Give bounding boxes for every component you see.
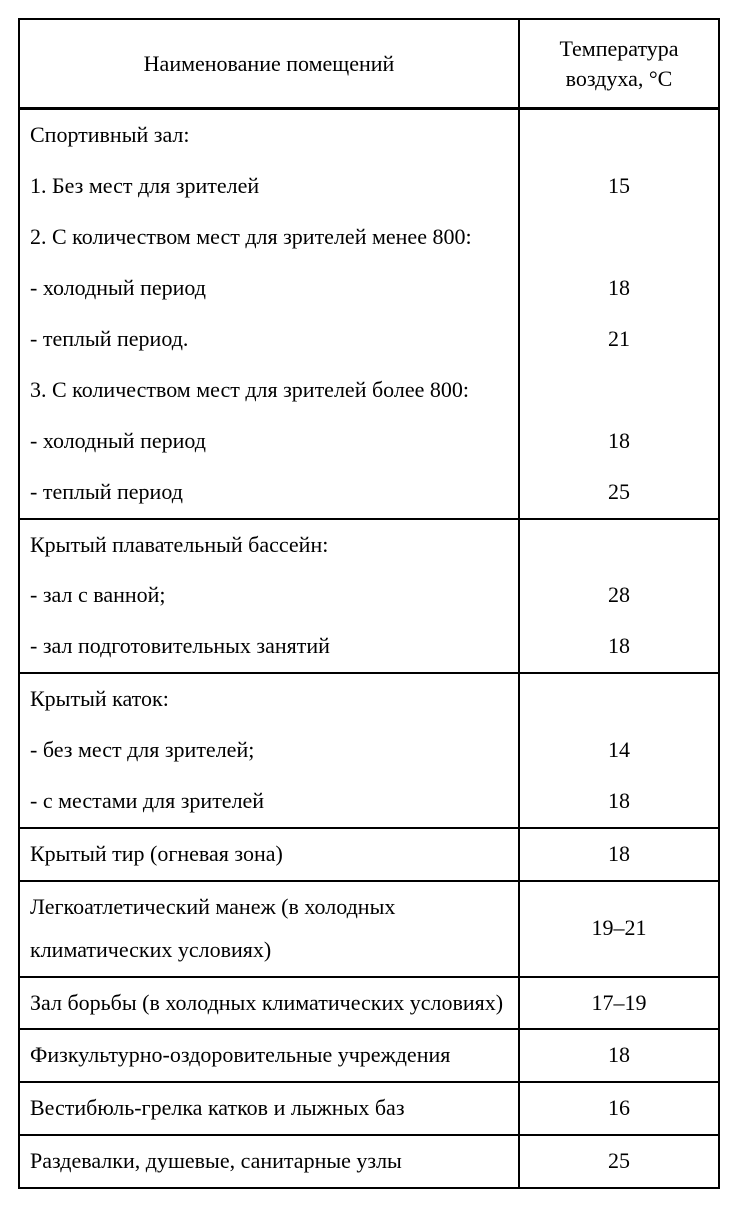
- table-row: - холодный период18: [19, 263, 719, 314]
- cell-name: Раздевалки, душевые, санитарные узлы: [19, 1135, 519, 1188]
- cell-temp: 21: [519, 314, 719, 365]
- table-row: Крытый каток:: [19, 673, 719, 725]
- cell-temp: 16: [519, 1082, 719, 1135]
- table-row: - теплый период.21: [19, 314, 719, 365]
- table-row: Вестибюль-грелка катков и лыжных баз16: [19, 1082, 719, 1135]
- cell-name: 2. С количеством мест для зрителей менее…: [19, 212, 519, 263]
- table-row: Крытый плавательный бассейн:: [19, 519, 719, 571]
- table-row: Крытый тир (огневая зона)18: [19, 828, 719, 881]
- col-header-name: Наименование помещений: [19, 19, 519, 109]
- table-row: - с местами для зрителей18: [19, 776, 719, 828]
- cell-temp: [519, 519, 719, 571]
- cell-name: Вестибюль-грелка катков и лыжных баз: [19, 1082, 519, 1135]
- cell-name: Зал борьбы (в холодных климатических усл…: [19, 977, 519, 1030]
- cell-name: - теплый период.: [19, 314, 519, 365]
- cell-temp: 18: [519, 828, 719, 881]
- cell-name: - с местами для зрителей: [19, 776, 519, 828]
- cell-name: 3. С количеством мест для зрителей более…: [19, 365, 519, 416]
- cell-temp: 18: [519, 776, 719, 828]
- temperature-table: Наименование помещений Температура возду…: [18, 18, 720, 1189]
- table-row: Спортивный зал:: [19, 109, 719, 161]
- table-row: 1. Без мест для зрителей15: [19, 161, 719, 212]
- table-row: - зал подготовительных занятий18: [19, 621, 719, 673]
- cell-temp: 17–19: [519, 977, 719, 1030]
- cell-temp: 25: [519, 1135, 719, 1188]
- cell-temp: 28: [519, 570, 719, 621]
- table-header-row: Наименование помещений Температура возду…: [19, 19, 719, 109]
- cell-temp: 19–21: [519, 881, 719, 977]
- table-row: Зал борьбы (в холодных климатических усл…: [19, 977, 719, 1030]
- cell-name: Спортивный зал:: [19, 109, 519, 161]
- cell-name: Крытый плавательный бассейн:: [19, 519, 519, 571]
- table-body: Наименование помещений Температура возду…: [19, 19, 719, 1188]
- cell-temp: 14: [519, 725, 719, 776]
- cell-name: Легкоатлетический манеж (в холодных клим…: [19, 881, 519, 977]
- cell-temp: 18: [519, 416, 719, 467]
- table-row: - зал с ванной;28: [19, 570, 719, 621]
- cell-temp: [519, 673, 719, 725]
- cell-name: - холодный период: [19, 263, 519, 314]
- cell-name: 1. Без мест для зрителей: [19, 161, 519, 212]
- cell-name: Крытый тир (огневая зона): [19, 828, 519, 881]
- cell-name: Крытый каток:: [19, 673, 519, 725]
- cell-name: - зал подготовительных занятий: [19, 621, 519, 673]
- cell-name: Физкультурно-оздоровительные учреждения: [19, 1029, 519, 1082]
- cell-temp: 15: [519, 161, 719, 212]
- table-row: Легкоатлетический манеж (в холодных клим…: [19, 881, 719, 977]
- cell-name: - холодный период: [19, 416, 519, 467]
- table-row: 3. С количеством мест для зрителей более…: [19, 365, 719, 416]
- cell-name: - зал с ванной;: [19, 570, 519, 621]
- table-row: - без мест для зрителей;14: [19, 725, 719, 776]
- cell-temp: 25: [519, 467, 719, 519]
- table-row: - теплый период25: [19, 467, 719, 519]
- col-header-temp: Температура воздуха, °С: [519, 19, 719, 109]
- page: { "table": { "type": "table", "columns":…: [0, 0, 736, 1207]
- cell-name: - без мест для зрителей;: [19, 725, 519, 776]
- cell-name: - теплый период: [19, 467, 519, 519]
- cell-temp: [519, 365, 719, 416]
- table-row: 2. С количеством мест для зрителей менее…: [19, 212, 719, 263]
- cell-temp: 18: [519, 263, 719, 314]
- table-row: - холодный период18: [19, 416, 719, 467]
- cell-temp: 18: [519, 1029, 719, 1082]
- table-row: Физкультурно-оздоровительные учреждения1…: [19, 1029, 719, 1082]
- cell-temp: [519, 109, 719, 161]
- cell-temp: 18: [519, 621, 719, 673]
- cell-temp: [519, 212, 719, 263]
- table-row: Раздевалки, душевые, санитарные узлы25: [19, 1135, 719, 1188]
